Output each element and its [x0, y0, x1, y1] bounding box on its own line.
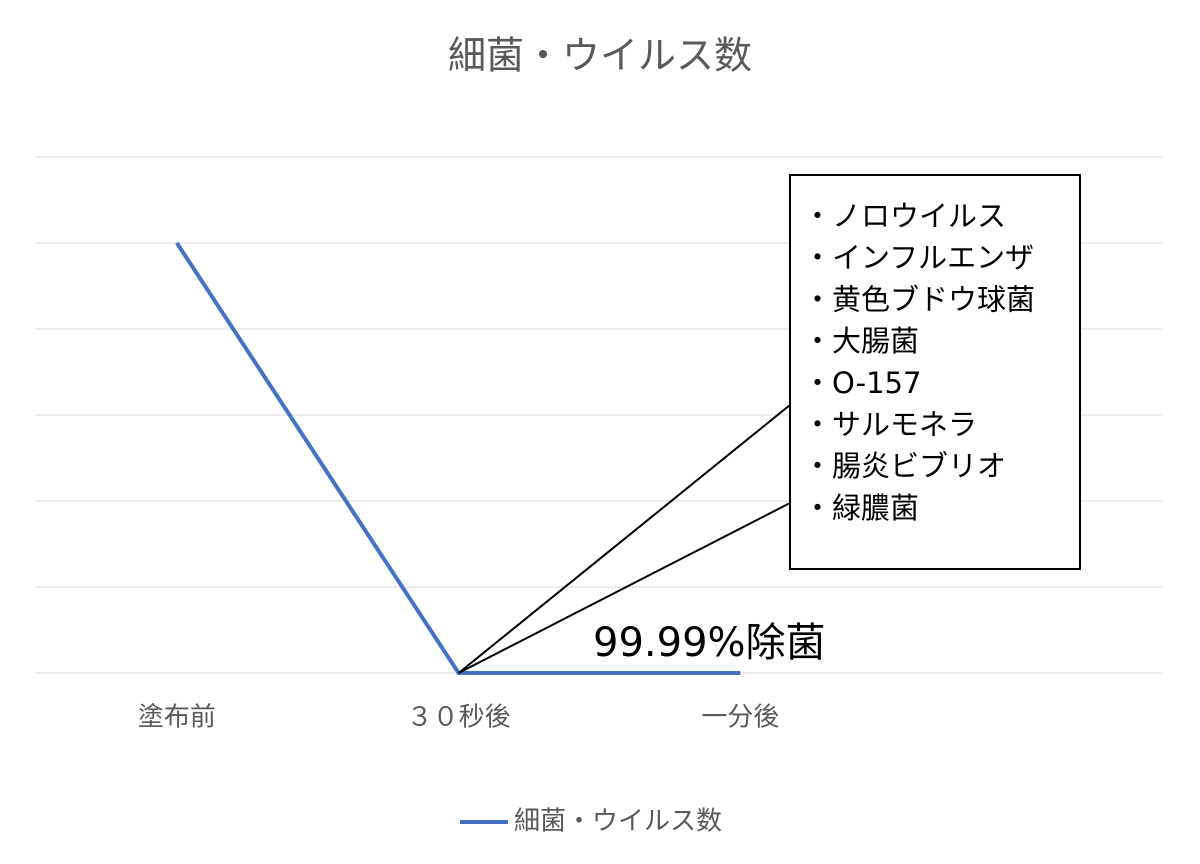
- callout-item: ・O-157: [803, 366, 921, 400]
- callout-item: ・サルモネラ: [803, 408, 977, 442]
- x-tick-label: 塗布前: [138, 703, 216, 733]
- callout-item: ・黄色ブドウ球菌: [803, 282, 1035, 316]
- x-tick-label: ３０秒後: [407, 703, 511, 733]
- callout-box: [789, 174, 1081, 570]
- legend-label: 細菌・ウイルス数: [514, 807, 722, 837]
- callout-item: ・腸炎ビブリオ: [803, 449, 1006, 483]
- callout-item: ・大腸菌: [803, 324, 919, 358]
- callout-pointer: [458, 502, 791, 674]
- callout-item: ・緑膿菌: [803, 491, 919, 525]
- callout-pointer: [457, 404, 791, 674]
- data-line: [175, 241, 741, 675]
- chart-title: 細菌・ウイルス数: [448, 34, 752, 78]
- callout-item: ・ノロウイルス: [803, 199, 1006, 233]
- annotation-label: 99.99%除菌: [593, 620, 826, 666]
- x-tick-label: 一分後: [701, 703, 779, 733]
- callout-item: ・インフルエンザ: [803, 241, 1034, 275]
